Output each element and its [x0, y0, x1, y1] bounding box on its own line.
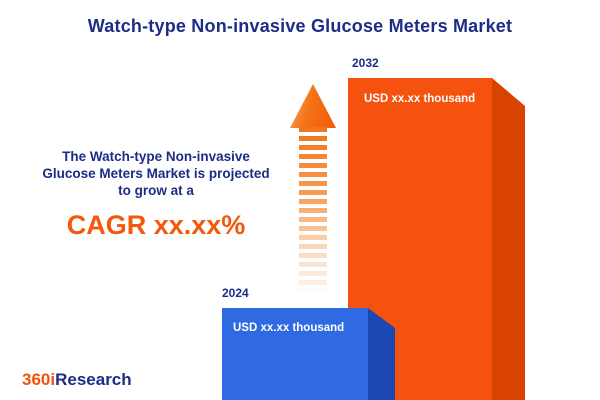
bar-2024	[222, 308, 368, 400]
bar-value-2024: USD xx.xx thousand	[233, 322, 345, 334]
page-title: Watch-type Non-invasive Glucose Meters M…	[87, 16, 513, 36]
cagr-value: CAGR xx.xx%	[66, 210, 246, 240]
brand-logo-research: Research	[55, 370, 132, 389]
brand-logo-360i: 360i	[22, 370, 56, 389]
growth-arrow-icon	[290, 84, 336, 128]
growth-arrow-dashed-shaft	[299, 127, 327, 290]
bar-label-2024: 2024	[222, 286, 249, 300]
bar-label-2032: 2032	[352, 56, 379, 70]
projection-text: The Watch-type Non-invasive Glucose Mete…	[42, 149, 270, 198]
annotation-block: The Watch-type Non-invasive Glucose Mete…	[15, 148, 297, 241]
brand-logo: 360iResearch	[22, 370, 132, 390]
bar-value-2032: USD xx.xx thousand	[364, 93, 476, 105]
bar-2032-3d-side	[492, 78, 525, 400]
